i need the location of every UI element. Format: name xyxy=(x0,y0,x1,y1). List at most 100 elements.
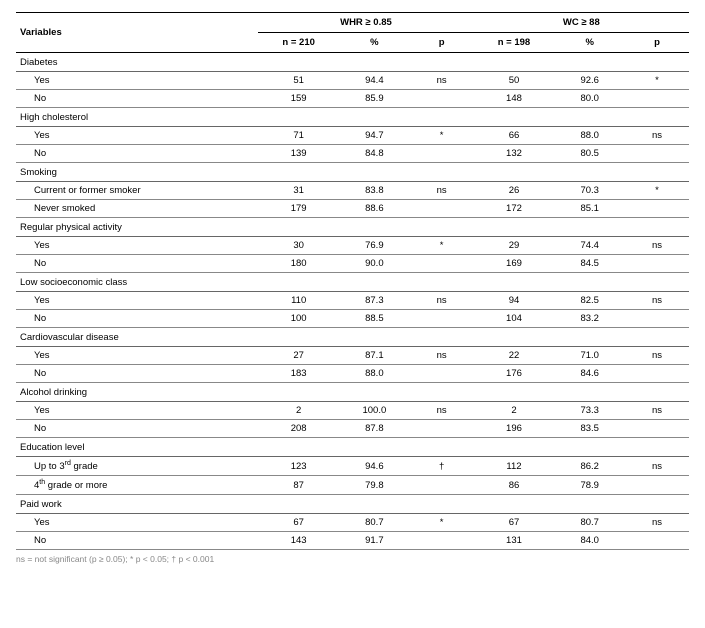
row-pct1: 88.6 xyxy=(339,200,410,218)
row-label: 4th grade or more xyxy=(16,476,258,495)
row-pct1: 91.7 xyxy=(339,532,410,550)
row-p2: * xyxy=(625,182,689,200)
row-n1: 159 xyxy=(258,90,339,108)
row-p1 xyxy=(410,90,474,108)
section-row: Smoking xyxy=(16,163,689,182)
row-p2: * xyxy=(625,72,689,90)
row-n1: 71 xyxy=(258,127,339,145)
row-p1: ns xyxy=(410,182,474,200)
row-n1: 183 xyxy=(258,365,339,383)
row-n2: 50 xyxy=(474,72,555,90)
row-pct1: 94.4 xyxy=(339,72,410,90)
section-label: Regular physical activity xyxy=(16,218,689,237)
section-label: Low socioeconomic class xyxy=(16,273,689,292)
table-row: Yes2100.0ns273.3ns xyxy=(16,402,689,420)
row-pct1: 88.0 xyxy=(339,365,410,383)
row-pct1: 79.8 xyxy=(339,476,410,495)
row-p1 xyxy=(410,420,474,438)
row-label: Up to 3rd grade xyxy=(16,457,258,476)
row-p1 xyxy=(410,532,474,550)
row-n2: 169 xyxy=(474,255,555,273)
table-row: Current or former smoker3183.8ns2670.3* xyxy=(16,182,689,200)
row-p1: * xyxy=(410,514,474,532)
row-n1: 179 xyxy=(258,200,339,218)
row-pct2: 82.5 xyxy=(554,292,625,310)
row-label: No xyxy=(16,145,258,163)
row-p2: ns xyxy=(625,237,689,255)
section-row: Paid work xyxy=(16,495,689,514)
row-p2 xyxy=(625,310,689,328)
row-n2: 112 xyxy=(474,457,555,476)
row-label: Yes xyxy=(16,347,258,365)
col-header-p1: p xyxy=(410,33,474,53)
table-row: Yes5194.4ns5092.6* xyxy=(16,72,689,90)
row-p1: ns xyxy=(410,292,474,310)
section-row: Cardiovascular disease xyxy=(16,328,689,347)
table-row: No10088.510483.2 xyxy=(16,310,689,328)
row-n2: 29 xyxy=(474,237,555,255)
row-label: Yes xyxy=(16,237,258,255)
row-label: Yes xyxy=(16,402,258,420)
row-pct1: 85.9 xyxy=(339,90,410,108)
row-n1: 87 xyxy=(258,476,339,495)
row-pct2: 78.9 xyxy=(554,476,625,495)
section-label: Diabetes xyxy=(16,53,689,72)
row-label: No xyxy=(16,90,258,108)
row-n2: 176 xyxy=(474,365,555,383)
row-n2: 131 xyxy=(474,532,555,550)
section-row: Diabetes xyxy=(16,53,689,72)
results-table: Variables WHR ≥ 0.85 WC ≥ 88 n = 210 % p… xyxy=(16,12,689,550)
row-p2: ns xyxy=(625,292,689,310)
row-p1 xyxy=(410,200,474,218)
row-label: No xyxy=(16,420,258,438)
section-label: Education level xyxy=(16,438,689,457)
row-label: Yes xyxy=(16,72,258,90)
row-pct2: 70.3 xyxy=(554,182,625,200)
row-n1: 30 xyxy=(258,237,339,255)
section-row: High cholesterol xyxy=(16,108,689,127)
row-p2: ns xyxy=(625,514,689,532)
section-row: Education level xyxy=(16,438,689,457)
row-pct1: 80.7 xyxy=(339,514,410,532)
section-label: Smoking xyxy=(16,163,689,182)
col-header-group1: WHR ≥ 0.85 xyxy=(258,13,473,33)
col-header-pct2: % xyxy=(554,33,625,53)
row-p2: ns xyxy=(625,402,689,420)
row-n2: 22 xyxy=(474,347,555,365)
col-header-pct1: % xyxy=(339,33,410,53)
row-p1 xyxy=(410,476,474,495)
section-label: High cholesterol xyxy=(16,108,689,127)
section-label: Cardiovascular disease xyxy=(16,328,689,347)
row-pct1: 88.5 xyxy=(339,310,410,328)
section-row: Low socioeconomic class xyxy=(16,273,689,292)
table-row: Up to 3rd grade12394.6†11286.2ns xyxy=(16,457,689,476)
row-p2: ns xyxy=(625,347,689,365)
row-n1: 31 xyxy=(258,182,339,200)
row-pct2: 83.5 xyxy=(554,420,625,438)
row-label: No xyxy=(16,255,258,273)
row-p1: * xyxy=(410,237,474,255)
table-row: Yes11087.3ns9482.5ns xyxy=(16,292,689,310)
row-p1: † xyxy=(410,457,474,476)
row-pct1: 90.0 xyxy=(339,255,410,273)
row-n2: 196 xyxy=(474,420,555,438)
table-row: Yes3076.9*2974.4ns xyxy=(16,237,689,255)
row-pct2: 84.0 xyxy=(554,532,625,550)
row-label: Current or former smoker xyxy=(16,182,258,200)
row-p1: ns xyxy=(410,347,474,365)
row-p2: ns xyxy=(625,457,689,476)
row-pct1: 76.9 xyxy=(339,237,410,255)
col-header-variables: Variables xyxy=(16,13,258,53)
table-row: No13984.813280.5 xyxy=(16,145,689,163)
row-p2 xyxy=(625,90,689,108)
row-pct2: 84.6 xyxy=(554,365,625,383)
table-row: No20887.819683.5 xyxy=(16,420,689,438)
row-p2: ns xyxy=(625,127,689,145)
row-pct1: 100.0 xyxy=(339,402,410,420)
col-header-group2: WC ≥ 88 xyxy=(474,13,689,33)
row-n1: 51 xyxy=(258,72,339,90)
row-n2: 2 xyxy=(474,402,555,420)
col-header-p2: p xyxy=(625,33,689,53)
footnote-text: ns = not significant (p ≥ 0.05); * p < 0… xyxy=(16,550,689,564)
row-pct2: 92.6 xyxy=(554,72,625,90)
